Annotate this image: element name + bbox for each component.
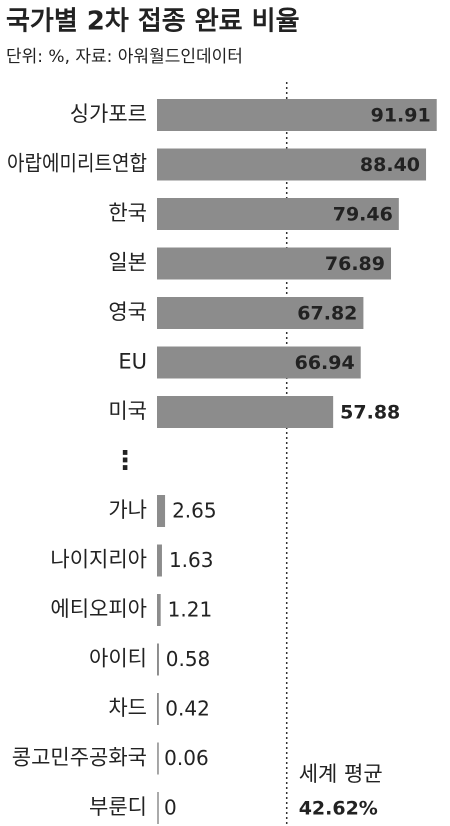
category-label: 싱가포르 (70, 102, 147, 126)
bar (157, 198, 399, 230)
value-label: 76.89 (325, 253, 385, 275)
bar (157, 346, 361, 379)
category-label: 한국 (108, 201, 147, 225)
separator: ⋮ (112, 446, 138, 476)
value-label: 79.46 (333, 204, 393, 226)
value-label: 1.63 (169, 548, 214, 572)
category-label: EU (118, 350, 147, 374)
value-label: 0.58 (166, 647, 211, 671)
value-label: 0 (164, 796, 177, 820)
value-label: 67.82 (297, 303, 357, 325)
bar (157, 297, 364, 329)
bar (157, 148, 427, 181)
reference-label: 세계 평균 (299, 762, 383, 786)
bar (157, 643, 159, 676)
value-label: 66.94 (295, 352, 355, 374)
category-label: 에티오피아 (50, 597, 147, 621)
value-label: 0.42 (165, 697, 210, 721)
value-label: 0.06 (164, 746, 209, 770)
chart-title: 국가별 2차 접종 완료 비율 (6, 7, 300, 37)
bar (157, 495, 166, 527)
bar (157, 396, 334, 428)
category-label: 일본 (108, 251, 147, 275)
category-label: 영국 (108, 300, 147, 324)
category-label: 가나 (108, 498, 147, 522)
category-label: 아이티 (89, 647, 147, 671)
value-label: 88.40 (360, 154, 420, 176)
category-label: 차드 (108, 696, 147, 720)
value-label: 2.65 (172, 499, 217, 523)
category-label: 콩고민주공화국 (12, 746, 147, 770)
chart-subtitle: 단위: %, 자료: 아워월드인데이터 (6, 47, 243, 67)
value-label: 91.91 (371, 105, 431, 127)
bar (157, 99, 437, 131)
value-label: 1.21 (168, 598, 213, 622)
bar (157, 594, 161, 626)
category-label: 나이지리아 (50, 548, 147, 572)
category-label: 부룬디 (89, 795, 147, 819)
category-label: 아랍에미리트연합 (7, 152, 147, 176)
bar (157, 247, 392, 280)
category-label: 미국 (108, 399, 147, 423)
bar (157, 544, 162, 577)
bar (157, 693, 159, 725)
reference-value-label: 42.62% (299, 798, 378, 820)
value-label: 57.88 (340, 402, 400, 424)
